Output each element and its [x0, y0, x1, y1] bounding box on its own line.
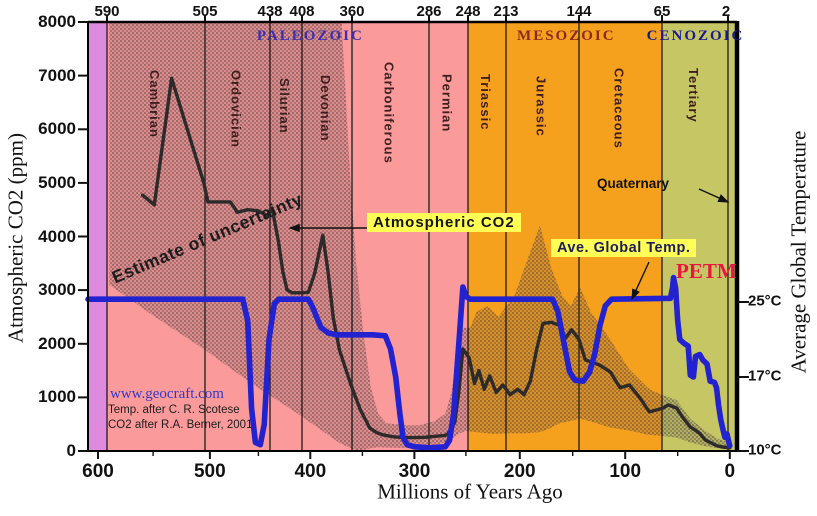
period-label-cretaceous: Cretaceous: [611, 68, 627, 149]
co2-tick-label: 8000: [38, 12, 76, 31]
co2-tick-label: 1000: [38, 387, 76, 407]
right-axis-title: Average Global Temperature: [786, 130, 811, 374]
temp-curve: [85, 274, 733, 451]
temp-arrow: [631, 261, 650, 301]
quaternary-arrow: [698, 188, 730, 203]
era-label-paleozoic: PALEOZOIC: [256, 28, 364, 44]
co2-tick-label: 3000: [38, 280, 76, 300]
temperature-source-credit: Temp. after C. R. Scotese: [108, 404, 240, 416]
era-label-mesozoic: MESOZOIC: [517, 28, 616, 44]
x-axis-title: Millions of Years Ago: [377, 479, 563, 504]
co2-tick-label: 2000: [38, 333, 76, 353]
period-label-carboniferous: Carboniferous: [381, 62, 397, 164]
temp-tick-label: 25°C: [748, 292, 782, 310]
co2-tick-label: 4000: [38, 226, 76, 246]
co2-source-credit: CO2 after R.A. Berner, 2001: [108, 419, 253, 431]
co2-curve: [140, 76, 732, 450]
age-tick-label: 200: [503, 461, 536, 482]
age-tick-label: 300: [398, 461, 431, 482]
top-axis-tick-label: 360: [339, 3, 365, 20]
uncertainty-band: [109, 22, 730, 451]
top-axis-tick-label: 438: [257, 3, 283, 20]
top-axis-tick-label: 590: [94, 3, 120, 20]
top-axis-tick-label: 2: [721, 3, 731, 20]
period-label-silurian: Silurian: [277, 78, 292, 134]
top-axis-tick-label: 248: [455, 3, 481, 20]
top-axis-tick-label: 505: [192, 3, 218, 20]
quaternary-annotation: Quaternary: [597, 176, 670, 191]
petm-annotation: PETM: [676, 259, 737, 283]
co2-tick-label: 6000: [38, 119, 76, 139]
top-axis-tick-label: 144: [566, 3, 592, 20]
period-label-ordovician: Ordovician: [228, 70, 244, 148]
top-axis-tick-label: 408: [289, 3, 315, 20]
period-label-triassic: Triassic: [478, 74, 493, 131]
period-label-permian: Permian: [439, 74, 455, 133]
temp-series-label: Ave. Global Temp.: [551, 239, 697, 257]
era-label-cenozoic: CENOZOIC: [646, 28, 745, 44]
age-tick-label: 500: [193, 461, 226, 482]
co2-tick-label: 0: [66, 441, 76, 460]
top-axis-tick-label: 65: [653, 3, 671, 20]
age-tick-label: 0: [724, 461, 736, 482]
co2-tick-label: 7000: [38, 65, 76, 85]
period-label-tertiary: Tertiary: [686, 68, 701, 123]
top-axis-tick-label: 286: [416, 3, 442, 20]
period-label-jurassic: Jurassic: [533, 76, 549, 137]
era-band-precambrian-strip: [88, 22, 107, 451]
temp-tick-label: 17°C: [748, 367, 782, 385]
website-credit: www.geocraft.com: [110, 386, 224, 402]
period-label-devonian: Devonian: [318, 75, 333, 142]
era-band-cenozoic: [662, 22, 737, 451]
co2-series-label: Atmospheric CO2: [367, 213, 521, 232]
age-tick-label: 100: [609, 461, 642, 482]
co2-tick-label: 5000: [38, 172, 76, 192]
age-tick-label: 400: [294, 461, 327, 482]
age-tick-label: 600: [82, 461, 114, 482]
temp-tick-label: 10°C: [748, 441, 782, 459]
period-label-cambrian: Cambrian: [147, 70, 162, 138]
top-axis-tick-label: 213: [493, 3, 519, 20]
